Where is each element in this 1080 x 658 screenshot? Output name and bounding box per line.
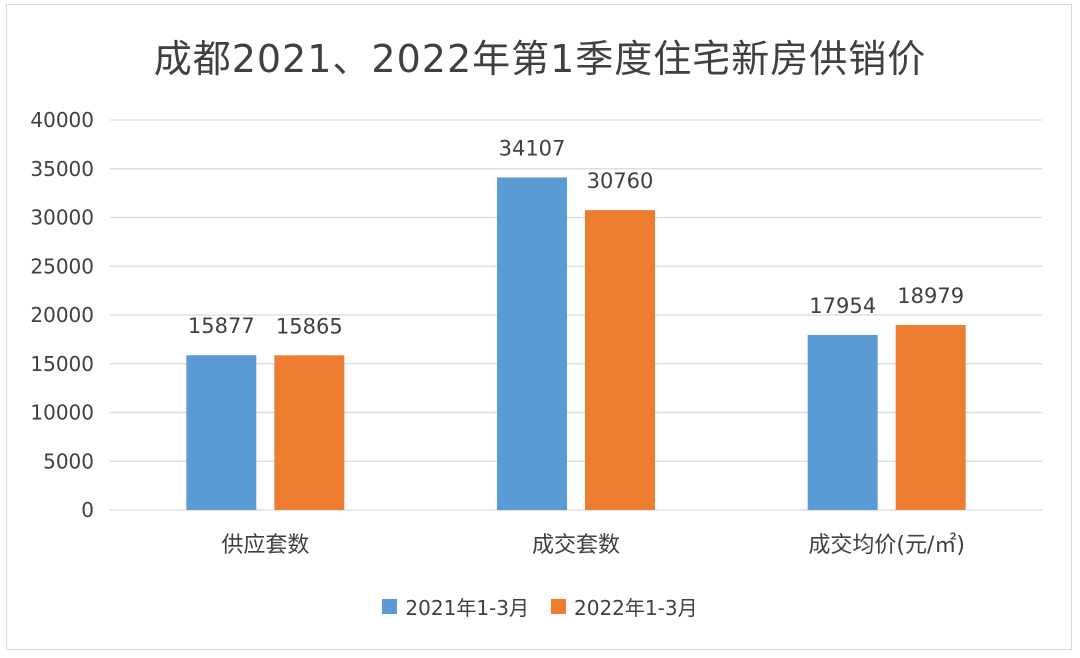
y-tick-label: 35000 (30, 157, 94, 181)
data-label: 15877 (188, 314, 255, 338)
bar-0-2 (807, 334, 878, 510)
x-category-label: 成交均价(元/㎡) (808, 532, 965, 558)
gridlines (110, 119, 1042, 511)
y-tick-label: 10000 (30, 401, 94, 425)
legend-swatch-2021 (382, 599, 398, 614)
y-axis-ticks: 0 5000 10000 15000 20000 25000 30000 35000 40000 (30, 108, 94, 522)
legend-label-2021: 2021年1-3月 (405, 596, 529, 620)
data-label: 30760 (587, 169, 654, 193)
bar-1-1 (585, 210, 655, 510)
data-label: 15865 (276, 314, 343, 338)
bars (186, 177, 966, 510)
y-tick-label: 40000 (30, 108, 94, 132)
legend-label-2022: 2022年1-3月 (574, 596, 698, 620)
data-labels: 15877 15865 34107 30760 17954 18979 (188, 136, 964, 338)
y-tick-label: 20000 (30, 303, 94, 327)
data-label: 34107 (499, 136, 566, 160)
x-category-label: 成交套数 (532, 533, 620, 558)
y-tick-label: 30000 (30, 206, 94, 230)
bar-0-0 (186, 355, 257, 510)
bar-0-1 (497, 177, 567, 510)
legend: 2021年1-3月 2022年1-3月 (0, 592, 1080, 621)
x-category-label: 供应套数 (221, 533, 309, 558)
bar-1-0 (274, 355, 345, 510)
legend-item-2022[interactable]: 2022年1-3月 (551, 592, 698, 621)
y-tick-label: 5000 (43, 449, 94, 473)
legend-item-2021[interactable]: 2021年1-3月 (382, 592, 529, 621)
legend-swatch-2022 (551, 599, 566, 614)
y-tick-label: 0 (81, 498, 94, 522)
data-label: 17954 (809, 294, 876, 318)
y-tick-label: 15000 (30, 352, 94, 376)
chart-title: 成都2021、2022年第1季度住宅新房供销价 (153, 37, 927, 81)
x-axis-categories: 供应套数 成交套数 成交均价(元/㎡) (221, 532, 965, 558)
y-tick-label: 25000 (30, 254, 94, 278)
bar-1-2 (895, 324, 966, 510)
data-label: 18979 (897, 284, 964, 308)
